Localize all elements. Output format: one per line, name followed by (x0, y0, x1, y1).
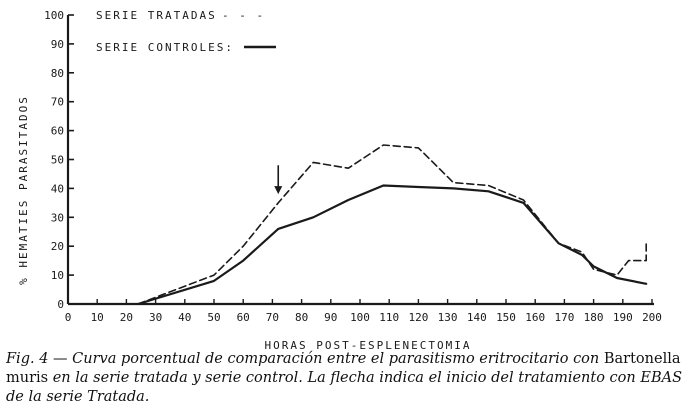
x-axis-title: HORAS POST-ESPLENECTOMIA (265, 339, 472, 352)
x-tick-label: 160 (525, 311, 545, 324)
series-line-tratadas (137, 144, 648, 305)
y-tick-label: 50 (51, 154, 64, 167)
x-tick-label: 30 (149, 311, 162, 324)
y-tick-label: 80 (51, 67, 64, 80)
x-tick-label: 90 (324, 311, 337, 324)
y-tick-label: 70 (51, 96, 64, 109)
x-tick-label: 150 (496, 311, 516, 324)
figure-caption: Fig. 4 — Curva porcentual de comparación… (6, 350, 694, 407)
x-tick-label: 200 (642, 311, 662, 324)
y-tick-label: 0 (57, 298, 64, 311)
treatment-start-arrow (274, 165, 283, 195)
x-tick-label: 120 (408, 311, 428, 324)
caption-organism: Bartonella muris (6, 351, 681, 386)
x-tick-label: 50 (207, 311, 220, 324)
y-axis-title: % HEMATIES PARASITADOS (17, 95, 30, 285)
caption-text-2: en la serie tratada y serie control. La … (6, 370, 683, 405)
x-tick-label: 140 (467, 311, 487, 324)
y-tick-label: 90 (51, 38, 64, 51)
y-tick-label: 20 (51, 240, 64, 253)
caption-dash: — (48, 351, 73, 367)
legend-label: SERIE CONTROLES: (96, 41, 234, 54)
x-tick-label: 190 (613, 311, 633, 324)
x-tick-label: 110 (379, 311, 399, 324)
x-tick-label: 130 (438, 311, 458, 324)
x-tick-label: 70 (266, 311, 279, 324)
y-tick-label: 60 (51, 125, 64, 138)
y-tick-label: 100 (44, 9, 64, 22)
y-tick-label: 10 (51, 269, 64, 282)
legend-entry-tratadas: SERIE TRATADAS - - - (96, 9, 265, 22)
legend-entry-controles: SERIE CONTROLES: (96, 41, 276, 54)
legend-label: SERIE TRATADAS (96, 9, 217, 22)
x-tick-label: 40 (178, 311, 191, 324)
series-line-controles (137, 184, 648, 306)
x-tick-label: 180 (584, 311, 604, 324)
figure-number: Fig. 4 (6, 351, 49, 367)
x-tick-label: 100 (350, 311, 370, 324)
y-tick-label: 40 (51, 182, 64, 195)
y-tick-label: 30 (51, 211, 64, 224)
x-tick-label: 20 (120, 311, 133, 324)
caption-text-1: Curva porcentual de comparación entre el… (72, 351, 604, 367)
x-tick-label: 0 (65, 311, 72, 324)
x-tick-label: 80 (295, 311, 308, 324)
x-tick-label: 10 (91, 311, 104, 324)
x-tick-label: 170 (554, 311, 574, 324)
x-tick-label: 60 (237, 311, 250, 324)
legend-symbol: - - - (222, 9, 265, 22)
